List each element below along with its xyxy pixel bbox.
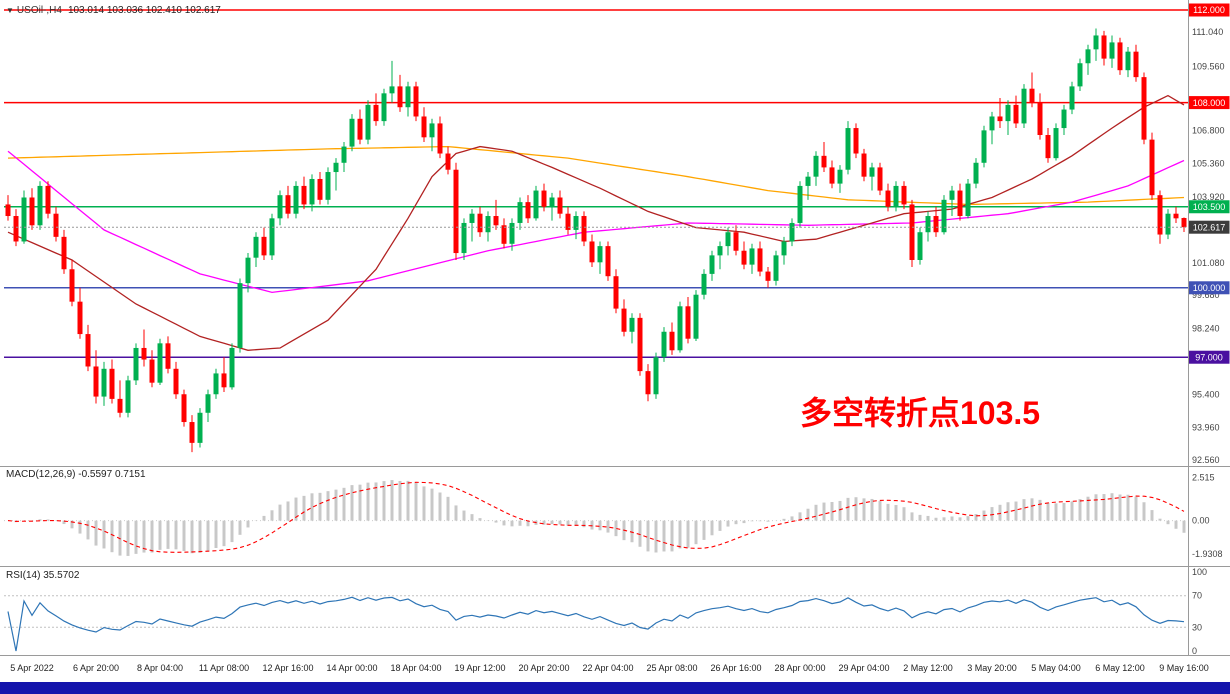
ma-crimson — [7, 94, 1185, 351]
time-axis-label: 6 May 12:00 — [1095, 663, 1145, 673]
time-axis-label: 12 Apr 16:00 — [262, 663, 314, 673]
symbol-name: USOil-,H4 — [16, 5, 62, 16]
rsi-line — [7, 596, 1185, 652]
ma-magenta — [7, 150, 1185, 294]
rsi-tick-label: 0 — [1192, 646, 1197, 656]
price-tick-label: 101.080 — [1192, 258, 1225, 268]
candlestick-series — [5, 28, 1187, 453]
rsi-panel: 100 70 30 0 — [4, 567, 1207, 656]
price-badge — [1188, 200, 1230, 214]
macd-label: MACD(12,26,9) -0.5597 0.7151 — [6, 469, 146, 480]
price-badge — [1188, 281, 1230, 295]
rsi-tick-label: 70 — [1192, 591, 1202, 601]
price-tick-label: 99.680 — [1192, 290, 1220, 300]
time-axis-label: 19 Apr 12:00 — [454, 663, 506, 673]
rsi-tick-label: 100 — [1192, 567, 1207, 577]
time-axis-label: 22 Apr 04:00 — [582, 663, 634, 673]
price-tick-label: 98.240 — [1192, 324, 1220, 334]
time-axis-label: 14 Apr 00:00 — [326, 663, 378, 673]
price-tick-label: 105.360 — [1192, 159, 1225, 169]
price-tick-label: 92.560 — [1192, 455, 1220, 465]
macd-signal-line — [7, 481, 1185, 553]
time-axis[interactable]: 5 Apr 2022 6 Apr 20:00 8 Apr 04:00 11 Apr 0… — [0, 656, 1230, 682]
time-axis-label: 18 Apr 04:00 — [390, 663, 442, 673]
ohlc-values: 103.014 103.036 102.410 102.617 — [67, 5, 221, 16]
rsi-label: RSI(14) 35.5702 — [6, 570, 80, 581]
time-axis-label: 6 Apr 20:00 — [72, 663, 120, 673]
price-badge — [1188, 3, 1230, 17]
chart-annotation-text: 多空转折点103.5 — [800, 395, 1041, 431]
rsi-tick-label: 30 — [1192, 622, 1202, 632]
price-tick-label: 103.920 — [1192, 192, 1225, 202]
bottom-window-edge — [0, 682, 1230, 694]
price-badge — [1188, 350, 1230, 364]
svg-text:103.500: 103.500 — [1193, 202, 1226, 212]
time-axis-label: 28 Apr 00:00 — [774, 663, 826, 673]
time-axis-label: 5 May 04:00 — [1031, 663, 1081, 673]
price-badge — [1188, 220, 1230, 234]
time-axis-label: 3 May 20:00 — [967, 663, 1017, 673]
time-axis-label: 29 Apr 04:00 — [838, 663, 890, 673]
symbol-dropdown-icon[interactable]: ▼ — [6, 6, 14, 15]
macd-histogram — [14, 480, 1186, 556]
time-axis-label: 11 Apr 08:00 — [198, 663, 250, 673]
svg-text:97.000: 97.000 — [1195, 352, 1223, 362]
time-axis-label: 9 May 16:00 — [1159, 663, 1209, 673]
moving-averages — [7, 94, 1185, 351]
macd-tick-label: 0.00 — [1192, 516, 1210, 526]
panel-separators — [0, 0, 1230, 656]
svg-text:100.000: 100.000 — [1193, 283, 1226, 293]
time-axis-label: 2 May 12:00 — [903, 663, 953, 673]
chart-canvas[interactable]: 111.040 109.560 106.800 105.360 103.920 101.0… — [0, 0, 1230, 660]
symbol-ohlc-label: ▼ USOil-,H4 103.014 103.036 102.410 102.61… — [6, 5, 221, 16]
time-axis-label: 5 Apr 2022 — [10, 663, 54, 673]
horizontal-levels — [4, 9, 1188, 358]
time-axis-label: 25 Apr 08:00 — [646, 663, 698, 673]
price-badge — [1188, 96, 1230, 110]
ma-orange — [7, 145, 1185, 206]
macd-tick-label: -1.9308 — [1192, 549, 1223, 559]
time-axis-label: 8 Apr 04:00 — [136, 663, 184, 673]
price-tick-label: 106.800 — [1192, 125, 1225, 135]
price-tick-label: 109.560 — [1192, 61, 1225, 71]
time-axis-label: 20 Apr 20:00 — [518, 663, 570, 673]
time-axis-label: 26 Apr 16:00 — [710, 663, 762, 673]
price-tick-label: 111.040 — [1192, 27, 1223, 37]
price-axis: 111.040 109.560 106.800 105.360 103.920 101.0… — [1188, 3, 1230, 465]
macd-panel: 2.515 0.00 -1.9308 — [4, 472, 1223, 559]
svg-text:108.000: 108.000 — [1193, 98, 1226, 108]
price-tick-label: 93.960 — [1192, 423, 1220, 433]
price-tick-label: 95.400 — [1192, 389, 1220, 399]
macd-tick-label: 2.515 — [1192, 472, 1215, 482]
svg-text:102.617: 102.617 — [1193, 222, 1226, 232]
svg-text:112.000: 112.000 — [1193, 5, 1225, 15]
